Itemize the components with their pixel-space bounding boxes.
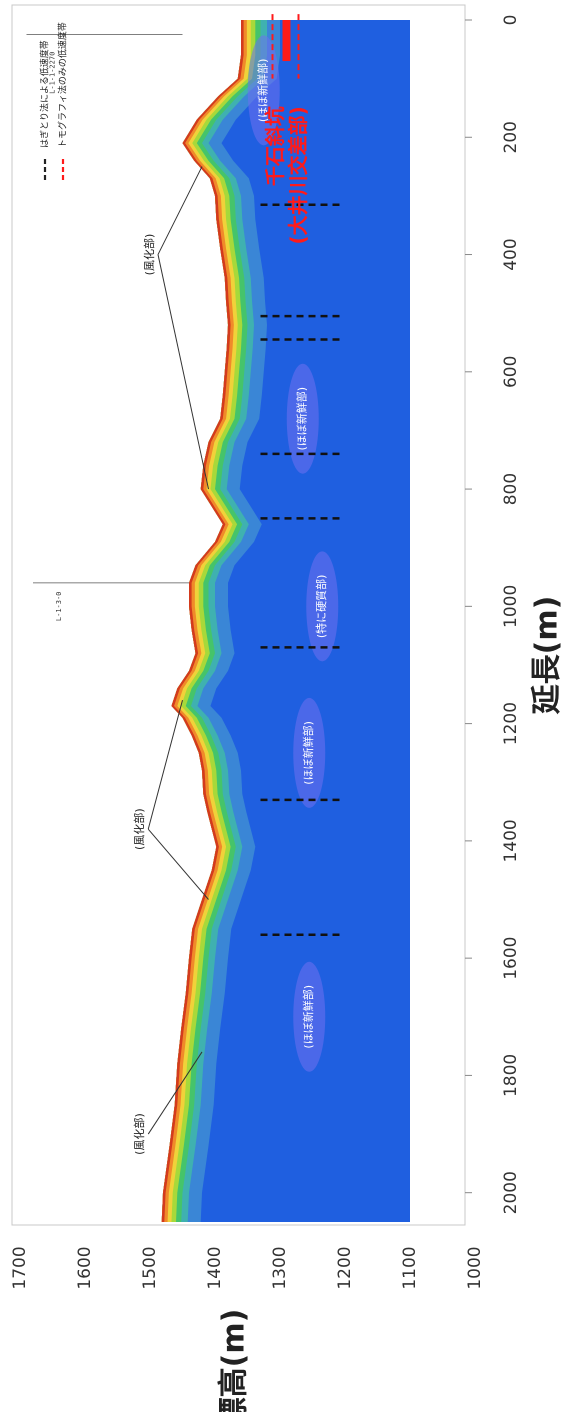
leader-2-0: [147, 1051, 203, 1135]
y-tick-label-0: 1000: [465, 1246, 485, 1289]
y-tick-label-6: 1600: [75, 1246, 95, 1289]
y-tick-label-4: 1400: [205, 1246, 225, 1289]
x-tick-label-10: 2000: [501, 1171, 521, 1214]
zone-blob-1: [286, 363, 319, 474]
x-tick-label-8: 1600: [501, 937, 521, 980]
axes-layer: 0 200 400 600 800 1000 1200 1400 1600 1800 2000 100…: [10, 15, 565, 1412]
y-tick-label-5: 1500: [140, 1246, 160, 1289]
section-label-0: L-1-1-2270: [49, 52, 57, 94]
x-tick-label-0: 0: [501, 15, 521, 26]
annotation-2: (風化部): [132, 1113, 146, 1155]
section-label-1: L-1-3-0: [55, 592, 63, 622]
zone-blob-3: [293, 961, 326, 1072]
x-tick-label-1: 200: [501, 121, 521, 153]
x-tick-label-2: 400: [501, 238, 521, 270]
zone-label-4: (特に硬質部): [314, 575, 328, 639]
leader-0-1: [157, 254, 209, 490]
zone-label-1: (ほぼ新鮮部): [295, 387, 309, 451]
leader-1-0: [147, 700, 183, 830]
zone-blob-0: [247, 35, 280, 146]
zone-label-0: (ほぼ新鮮部): [256, 59, 270, 123]
x-tick-label-5: 1000: [501, 585, 521, 628]
zone-label-2: (ほぼ新鮮部): [301, 721, 315, 785]
x-tick-label-9: 1800: [501, 1054, 521, 1097]
y-axis-title: 標高(m): [217, 1309, 252, 1412]
legend: はぎとり法による低速度帯 トモグラフィ法のみの低速度帯: [39, 22, 69, 180]
x-tick-label-6: 1200: [501, 702, 521, 745]
tunnel-label-1: 千石斜坑: [263, 106, 287, 186]
velocity-model: [161, 20, 410, 1222]
legend-label-0: はぎとり法による低速度帯: [39, 40, 51, 148]
zone-label-3: (ほぼ新鮮部): [301, 985, 315, 1049]
zone-blob-2: [293, 697, 326, 808]
overlay-layer: (ほぼ新鮮部)(ほぼ新鮮部)(ほぼ新鮮部)(ほぼ新鮮部)(特に硬質部)千石斜坑(…: [26, 14, 342, 1155]
tunnel-portal: [282, 20, 291, 62]
legend-label-1: トモグラフィ法のみの低速度帯: [57, 22, 69, 148]
y-tick-label-7: 1700: [10, 1246, 30, 1289]
x-tick-label-7: 1400: [501, 819, 521, 862]
leader-0-0: [157, 166, 203, 255]
x-tick-label-4: 800: [501, 473, 521, 505]
x-tick-label-3: 600: [501, 356, 521, 388]
y-tick-label-1: 1100: [400, 1246, 420, 1289]
zone-blob-4: [306, 551, 339, 662]
leader-1-1: [147, 828, 209, 900]
y-tick-label-2: 1200: [335, 1246, 355, 1289]
x-axis-title: 延長(m): [530, 596, 565, 716]
annotation-1: (風化部): [132, 808, 146, 850]
y-tick-label-3: 1300: [270, 1246, 290, 1289]
tunnel-label-2: (大井川交差部): [286, 106, 310, 244]
annotation-0: (風化部): [142, 234, 156, 276]
